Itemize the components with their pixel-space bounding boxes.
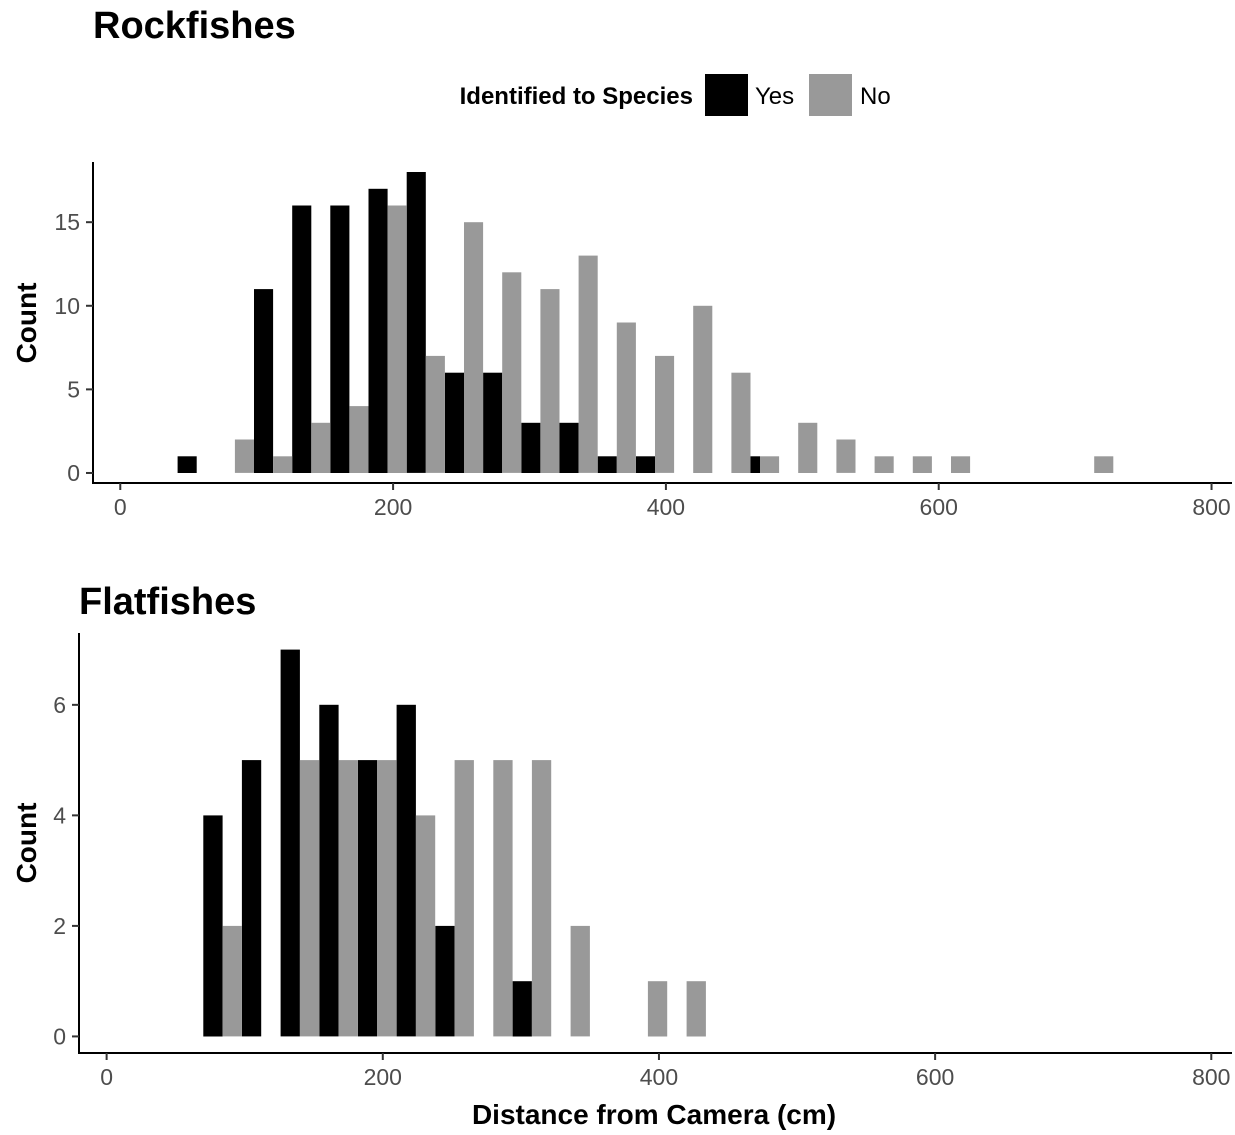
- bar-no: [912, 456, 932, 473]
- y-tick-label: 2: [53, 913, 66, 939]
- y-tick-label: 5: [67, 376, 80, 402]
- bar-yes: [241, 760, 262, 1037]
- bar-yes: [435, 925, 455, 1037]
- bar-no: [1094, 456, 1114, 473]
- y-tick-label: 4: [53, 802, 66, 828]
- x-tick-label: 800: [1192, 494, 1230, 520]
- bar-no: [760, 456, 780, 473]
- rockfishes-ticks: 0 200 400 600 800 0 5 10 15: [54, 209, 1230, 520]
- bar-yes: [396, 704, 416, 1037]
- bar-yes: [203, 815, 223, 1037]
- bar-no: [731, 372, 751, 473]
- x-tick-label: 400: [640, 1064, 678, 1090]
- bar-no: [570, 925, 590, 1037]
- legend-label-no: No: [860, 83, 891, 110]
- bar-no: [693, 305, 713, 473]
- rockfishes-title: Rockfishes: [93, 5, 296, 47]
- flatfishes-bars: [203, 649, 706, 1037]
- bar-no: [655, 355, 675, 473]
- y-tick-label: 0: [53, 1023, 66, 1049]
- rockfishes-bars: [177, 172, 1114, 474]
- bar-yes: [597, 456, 617, 473]
- bar-yes: [512, 981, 532, 1037]
- bar-no: [686, 981, 706, 1037]
- y-tick-label: 10: [54, 293, 80, 319]
- bar-no: [222, 925, 242, 1037]
- bar-no: [531, 760, 552, 1037]
- bar-no: [349, 406, 369, 473]
- bar-yes: [521, 422, 541, 473]
- x-tick-label: 400: [647, 494, 685, 520]
- bar-no: [377, 760, 397, 1037]
- x-tick-label: 600: [916, 1064, 954, 1090]
- bar-no: [454, 760, 474, 1037]
- legend-key-yes: [705, 74, 748, 116]
- bar-yes: [292, 205, 312, 473]
- x-tick-label: 0: [100, 1064, 113, 1090]
- bar-no: [299, 760, 320, 1037]
- legend-title: Identified to Species: [460, 83, 693, 110]
- x-tick-label: 800: [1192, 1064, 1230, 1090]
- bar-no: [798, 422, 818, 473]
- bar-no: [338, 760, 358, 1037]
- bar-yes: [368, 188, 388, 474]
- x-tick-label: 600: [920, 494, 958, 520]
- bar-yes: [280, 649, 300, 1037]
- bar-yes: [177, 456, 197, 473]
- bar-no: [387, 205, 407, 473]
- legend-key-no: [809, 74, 852, 116]
- bar-no: [464, 222, 484, 473]
- x-axis-title: Distance from Camera (cm): [472, 1099, 836, 1130]
- flatfishes-ticks: 0 200 400 600 800 0 2 4 6: [53, 692, 1230, 1090]
- bar-no: [874, 456, 894, 473]
- bar-yes: [444, 372, 464, 473]
- x-tick-label: 0: [114, 494, 127, 520]
- y-tick-label: 0: [67, 460, 80, 486]
- y-tick-label: 15: [54, 209, 80, 235]
- bar-yes: [483, 372, 503, 473]
- legend: Identified to Species Yes No: [460, 74, 891, 116]
- bar-no: [415, 815, 436, 1037]
- rockfishes-y-axis-title: Count: [11, 283, 42, 364]
- bar-no: [273, 456, 293, 473]
- bar-no: [616, 322, 636, 473]
- bar-no: [836, 439, 856, 473]
- y-tick-label: 6: [53, 692, 66, 718]
- legend-label-yes: Yes: [755, 83, 794, 110]
- bar-no: [951, 456, 971, 473]
- bar-no: [311, 422, 331, 473]
- bar-no: [578, 255, 598, 473]
- bar-yes: [559, 422, 579, 473]
- x-tick-label: 200: [374, 494, 412, 520]
- bar-no: [493, 760, 513, 1037]
- bar-yes: [319, 704, 339, 1037]
- flatfishes-title: Flatfishes: [79, 581, 256, 623]
- bar-no: [647, 981, 668, 1037]
- bar-yes: [357, 760, 378, 1037]
- bar-no: [425, 355, 445, 473]
- x-tick-label: 200: [364, 1064, 402, 1090]
- bar-no: [502, 272, 522, 473]
- bar-no: [234, 439, 254, 473]
- bar-no: [540, 289, 560, 473]
- bar-yes: [330, 205, 350, 473]
- bar-yes: [406, 172, 426, 473]
- flatfishes-y-axis-title: Count: [11, 803, 42, 884]
- bar-yes: [635, 456, 655, 473]
- bar-yes: [254, 289, 274, 473]
